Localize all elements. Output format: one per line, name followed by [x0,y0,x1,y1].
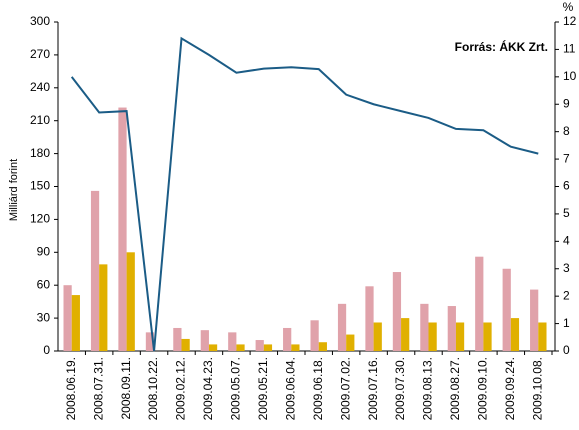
y2-tick-label: 11 [563,42,576,56]
y2-tick-label: 6 [563,179,570,193]
bar [530,289,539,351]
x-tick-label: 2009.06.04. [283,357,297,420]
y-axis-label: Milliárd forint [8,159,20,221]
bar [71,295,80,351]
y2-tick-label: 4 [563,234,570,248]
y2-tick-label: 5 [563,206,570,220]
annotation: Forrás: ÁKK Zrt. [455,39,548,54]
x-tick-label: 2009.10.08. [530,357,544,420]
x-tick-label: 2009.04.23. [201,357,215,420]
bar [173,327,182,351]
y2-tick-label: 2 [563,288,570,302]
bar [263,344,273,351]
y-tick-label: 0 [43,343,50,357]
bar [337,303,347,351]
bar [228,332,237,351]
bar [318,342,327,351]
y2-tick-label: 1 [563,316,570,330]
x-tick-label: 2009.07.30. [393,357,407,420]
y-tick-label: 150 [30,179,50,193]
y-tick-label: 120 [30,212,50,226]
x-tick-label: 2009.08.13. [421,357,435,420]
x-tick-label: 2008.06.19. [64,357,78,420]
bar [118,107,127,351]
y2-tick-label: 10 [563,69,577,83]
y2-tick-label: 12 [563,14,577,28]
x-tick-label: 2008.09.11. [119,357,133,420]
x-tick-label: 2009.07.16. [366,357,380,420]
bar [401,318,410,351]
bar [475,256,484,351]
bar [145,332,155,351]
x-tick-label: 2009.09.10. [476,357,490,420]
y2-tick-label: 0 [563,343,570,357]
y-tick-label: 60 [37,277,51,291]
bar [365,286,374,351]
y2-tick-label: 8 [563,124,570,138]
y-tick-label: 90 [37,244,51,258]
bar [200,330,209,351]
bar [90,190,100,351]
bar [63,285,72,351]
x-tick-label: 2009.02.12. [174,357,188,420]
bar [283,327,292,351]
bar [373,322,382,351]
bar [126,252,135,351]
x-tick-label: 2009.06.18. [311,357,325,420]
y2-tick-label: 7 [563,151,570,165]
line [70,36,539,352]
y2-tick-label: 3 [563,261,570,275]
bar [236,344,245,351]
bar [346,334,355,351]
bar [255,340,264,351]
x-tick-label: 2009.09.24. [503,357,517,420]
x-tick-label: 2009.05.07. [229,357,243,420]
y-tick-label: 240 [30,80,50,94]
y2-tick-label: 9 [563,96,570,110]
x-tick-label: 2009.08.27. [448,357,462,420]
bar [447,306,456,351]
bar [310,320,319,351]
bar [181,338,190,351]
x-tick-label: 2009.05.21. [256,357,270,420]
y-tick-label: 30 [37,310,51,324]
bar [455,322,465,351]
bar [428,322,437,351]
x-tick-label: 2008.10.22. [146,357,160,420]
y-tick-label: 300 [30,14,50,28]
bar [392,272,402,351]
bar [510,318,520,351]
bar [483,322,492,351]
x-tick-label: 2009.07.02. [338,357,352,420]
y2-axis-label: % [563,0,574,14]
bar [291,344,300,351]
bar [420,303,429,351]
bar [538,322,547,351]
bar [208,344,218,351]
x-tick-label: 2008.07.31. [91,357,105,420]
y-tick-label: 210 [30,113,50,127]
y-tick-label: 180 [30,146,50,160]
bar [99,264,108,351]
bar [502,268,511,351]
y-tick-label: 270 [30,47,50,61]
